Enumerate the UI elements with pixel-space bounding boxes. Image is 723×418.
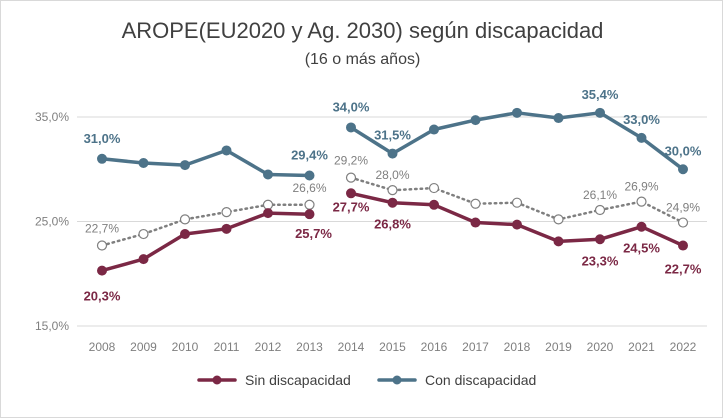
data-label: 27,7% [333, 199, 370, 214]
x-tick-label: 2017 [462, 340, 489, 354]
data-point [553, 214, 564, 225]
legend-marker [392, 375, 402, 385]
data-point [429, 199, 439, 210]
data-point [387, 185, 398, 196]
data-point [678, 164, 688, 175]
data-label: 24,9% [666, 201, 700, 215]
data-point [595, 234, 605, 245]
x-tick-label: 2021 [628, 340, 655, 354]
x-tick-label: 2008 [89, 340, 116, 354]
data-point [512, 107, 522, 118]
data-label: 23,3% [582, 253, 619, 268]
data-point [428, 182, 440, 194]
data-point [636, 196, 647, 207]
x-tick-label: 2016 [421, 340, 448, 354]
data-point [263, 208, 273, 219]
data-point [470, 198, 481, 209]
data-point [511, 197, 523, 208]
x-tick-label: 2009 [130, 340, 157, 354]
data-point [96, 240, 108, 251]
data-point [97, 153, 107, 164]
x-tick-label: 2012 [255, 340, 282, 354]
x-tick-label: 2013 [296, 340, 323, 354]
data-point [346, 188, 356, 199]
x-tick-label: 2010 [172, 340, 199, 354]
data-point [677, 217, 689, 228]
data-point [553, 236, 564, 247]
data-point [304, 209, 315, 220]
x-tick-label: 2022 [670, 340, 697, 354]
data-point [678, 240, 688, 251]
data-label: 20,3% [84, 289, 121, 304]
data-point [636, 221, 647, 232]
data-point [180, 229, 190, 240]
data-point [221, 206, 232, 218]
data-label: 31,5% [374, 128, 411, 143]
data-point [595, 107, 605, 118]
data-label: 26,1% [583, 188, 617, 202]
x-tick-label: 2020 [587, 340, 614, 354]
x-tick-label: 2014 [338, 340, 365, 354]
data-label: 30,0% [665, 143, 702, 158]
data-label: 31,0% [84, 131, 121, 146]
data-label: 24,5% [623, 241, 660, 256]
legend-marker [212, 375, 222, 385]
data-label: 35,4% [582, 87, 619, 102]
data-point [594, 204, 606, 216]
data-point [304, 199, 315, 210]
y-tick-label: 25,0% [35, 215, 69, 229]
y-tick-label: 15,0% [35, 319, 69, 333]
data-point [138, 157, 149, 168]
data-point [346, 122, 356, 133]
data-point [470, 217, 481, 228]
data-label: 22,7% [665, 262, 702, 277]
data-label: 25,7% [295, 226, 332, 241]
data-label: 34,0% [333, 99, 370, 114]
data-label: 33,0% [623, 112, 660, 127]
data-label: 22,7% [85, 222, 119, 236]
legend-label: Sin discapacidad [245, 372, 351, 388]
data-point [636, 132, 647, 143]
chart-title: AROPE(EU2020 y Ag. 2030) según discapaci… [121, 18, 604, 43]
series-line-sin-discapacidad [100, 211, 312, 273]
data-point [138, 228, 149, 240]
data-label: 26,8% [374, 217, 411, 232]
data-point [179, 214, 191, 225]
data-point [221, 145, 232, 156]
data-point [429, 124, 439, 135]
data-point [553, 113, 564, 124]
data-point [387, 197, 398, 208]
data-label: 26,6% [292, 181, 326, 195]
data-point [262, 199, 274, 210]
chart-subtitle: (16 o más años) [304, 51, 421, 68]
data-label: 29,2% [334, 154, 368, 168]
series-line-dotted [100, 203, 311, 247]
data-label: 28,0% [375, 168, 409, 182]
x-tick-label: 2019 [545, 340, 572, 354]
data-point [387, 148, 398, 159]
data-point [138, 254, 149, 265]
series-line-con-discapacidad [100, 148, 312, 178]
x-tick-label: 2011 [214, 340, 240, 354]
data-point [470, 115, 481, 126]
data-point [304, 170, 315, 181]
data-label: 26,9% [624, 180, 658, 194]
x-tick-label: 2018 [504, 340, 531, 354]
data-point [180, 160, 190, 171]
y-tick-label: 35,0% [35, 110, 69, 124]
data-point [512, 219, 522, 230]
data-point [221, 223, 232, 234]
legend-label: Con discapacidad [425, 372, 536, 388]
x-tick-label: 2015 [379, 340, 406, 354]
data-label: 29,4% [291, 148, 328, 163]
data-point [97, 265, 107, 276]
data-point [263, 169, 273, 180]
data-point [345, 172, 357, 183]
